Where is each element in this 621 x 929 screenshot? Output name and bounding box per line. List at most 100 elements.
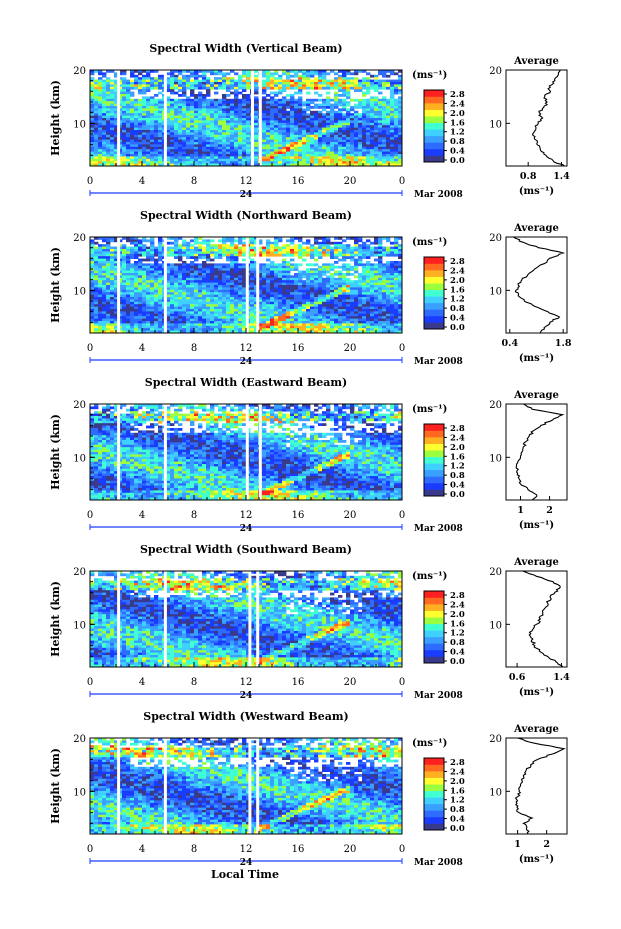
heatmap-cell xyxy=(114,249,119,252)
heatmap-cell xyxy=(178,98,183,102)
heatmap-cell xyxy=(102,151,107,155)
heatmap-cell xyxy=(134,79,139,83)
heatmap-cell xyxy=(210,86,215,90)
heatmap-cell xyxy=(170,89,175,92)
heatmap-cell xyxy=(238,306,243,310)
heatmap-cell xyxy=(306,263,311,267)
heatmap-cell xyxy=(146,253,151,257)
heatmap-cell xyxy=(114,144,119,148)
heatmap-cell xyxy=(218,139,223,143)
heatmap-cell xyxy=(254,146,259,150)
heatmap-cell xyxy=(190,84,195,88)
heatmap-cell xyxy=(338,163,343,167)
heatmap-cell xyxy=(322,277,327,281)
heatmap-cell xyxy=(202,96,207,100)
heatmap-cell xyxy=(298,299,303,303)
heatmap-cell xyxy=(274,239,279,243)
heatmap-cell xyxy=(362,275,367,279)
heatmap-cell xyxy=(226,287,231,291)
heatmap-cell xyxy=(266,77,271,80)
heatmap-cell xyxy=(154,103,159,107)
heatmap-cell xyxy=(322,285,327,288)
heatmap-cell xyxy=(230,277,235,281)
heatmap-cell xyxy=(314,110,319,114)
heatmap-cell xyxy=(166,156,171,160)
heatmap-cell xyxy=(390,154,395,157)
heatmap-cell xyxy=(206,241,211,245)
heatmap-cell xyxy=(306,163,311,167)
heatmap-cell xyxy=(182,268,187,271)
heatmap-cell xyxy=(206,158,211,162)
heatmap-cell xyxy=(114,74,119,78)
heatmap-cell xyxy=(298,151,303,155)
heatmap-cell xyxy=(122,84,127,88)
heatmap-cell xyxy=(326,268,331,271)
heatmap-cell xyxy=(350,268,355,271)
heatmap-cell xyxy=(94,275,99,279)
heatmap-cell xyxy=(238,74,243,78)
heatmap-cell xyxy=(138,115,143,119)
heatmap-cell xyxy=(122,244,127,247)
heatmap-cell xyxy=(358,106,363,109)
heatmap-cell xyxy=(146,110,151,114)
heatmap-cell xyxy=(130,287,135,291)
heatmap-cell xyxy=(206,142,211,145)
heatmap-cell xyxy=(206,130,211,133)
heatmap-cell xyxy=(146,277,151,281)
heatmap-cell xyxy=(222,130,227,133)
heatmap-cell xyxy=(386,289,391,293)
heatmap-cell xyxy=(150,82,155,85)
heatmap-cell xyxy=(330,108,335,112)
heatmap-cell xyxy=(370,268,375,271)
heatmap-cell xyxy=(182,280,187,283)
heatmap-cell xyxy=(290,110,295,114)
heatmap-cell xyxy=(342,115,347,119)
heatmap-cell xyxy=(222,161,227,164)
heatmap-cell xyxy=(346,263,351,267)
heatmap-cell xyxy=(210,304,215,307)
heatmap-cell xyxy=(362,94,367,97)
heatmap-cell xyxy=(102,244,107,247)
heatmap-cell xyxy=(370,289,375,293)
heatmap-cell xyxy=(102,101,107,104)
heatmap-cell xyxy=(158,151,163,155)
heatmap-cell xyxy=(194,120,199,124)
heatmap-cell xyxy=(118,282,123,286)
heatmap-cell xyxy=(150,151,155,155)
heatmap-cell xyxy=(198,306,203,310)
heatmap-cell xyxy=(398,277,403,281)
heatmap-cell xyxy=(198,149,203,152)
heatmap-cell xyxy=(382,103,387,107)
heatmap-cell xyxy=(94,86,99,90)
heatmap-cell xyxy=(234,84,239,88)
heatmap-cell xyxy=(290,86,295,90)
heatmap-cell xyxy=(390,91,395,95)
heatmap-cell xyxy=(350,72,355,76)
heatmap-cell xyxy=(390,132,395,136)
heatmap-cell xyxy=(230,249,235,252)
heatmap-cell xyxy=(198,98,203,102)
heatmap-cell xyxy=(174,77,179,80)
heatmap-cell xyxy=(362,144,367,148)
heatmap-cell xyxy=(246,98,251,102)
heatmap-cell xyxy=(298,113,303,116)
heatmap-cell xyxy=(294,137,299,140)
heatmap-cell xyxy=(194,79,199,83)
heatmap-cell xyxy=(350,246,355,250)
heatmap-cell xyxy=(150,98,155,102)
heatmap-cell xyxy=(182,137,187,140)
heatmap-cell xyxy=(106,275,111,279)
heatmap-cell xyxy=(146,144,151,148)
heatmap-cell xyxy=(110,142,115,145)
heatmap-cell xyxy=(350,265,355,269)
heatmap-cell xyxy=(218,280,223,283)
heatmap-cell xyxy=(202,101,207,104)
heatmap-cell xyxy=(182,106,187,109)
heatmap-cell xyxy=(146,246,151,250)
heatmap-cell xyxy=(118,263,123,267)
heatmap-cell xyxy=(306,294,311,298)
heatmap-cell xyxy=(318,132,323,136)
heatmap-cell xyxy=(290,249,295,252)
heatmap-cell xyxy=(318,158,323,162)
heatmap-cell xyxy=(130,84,135,88)
